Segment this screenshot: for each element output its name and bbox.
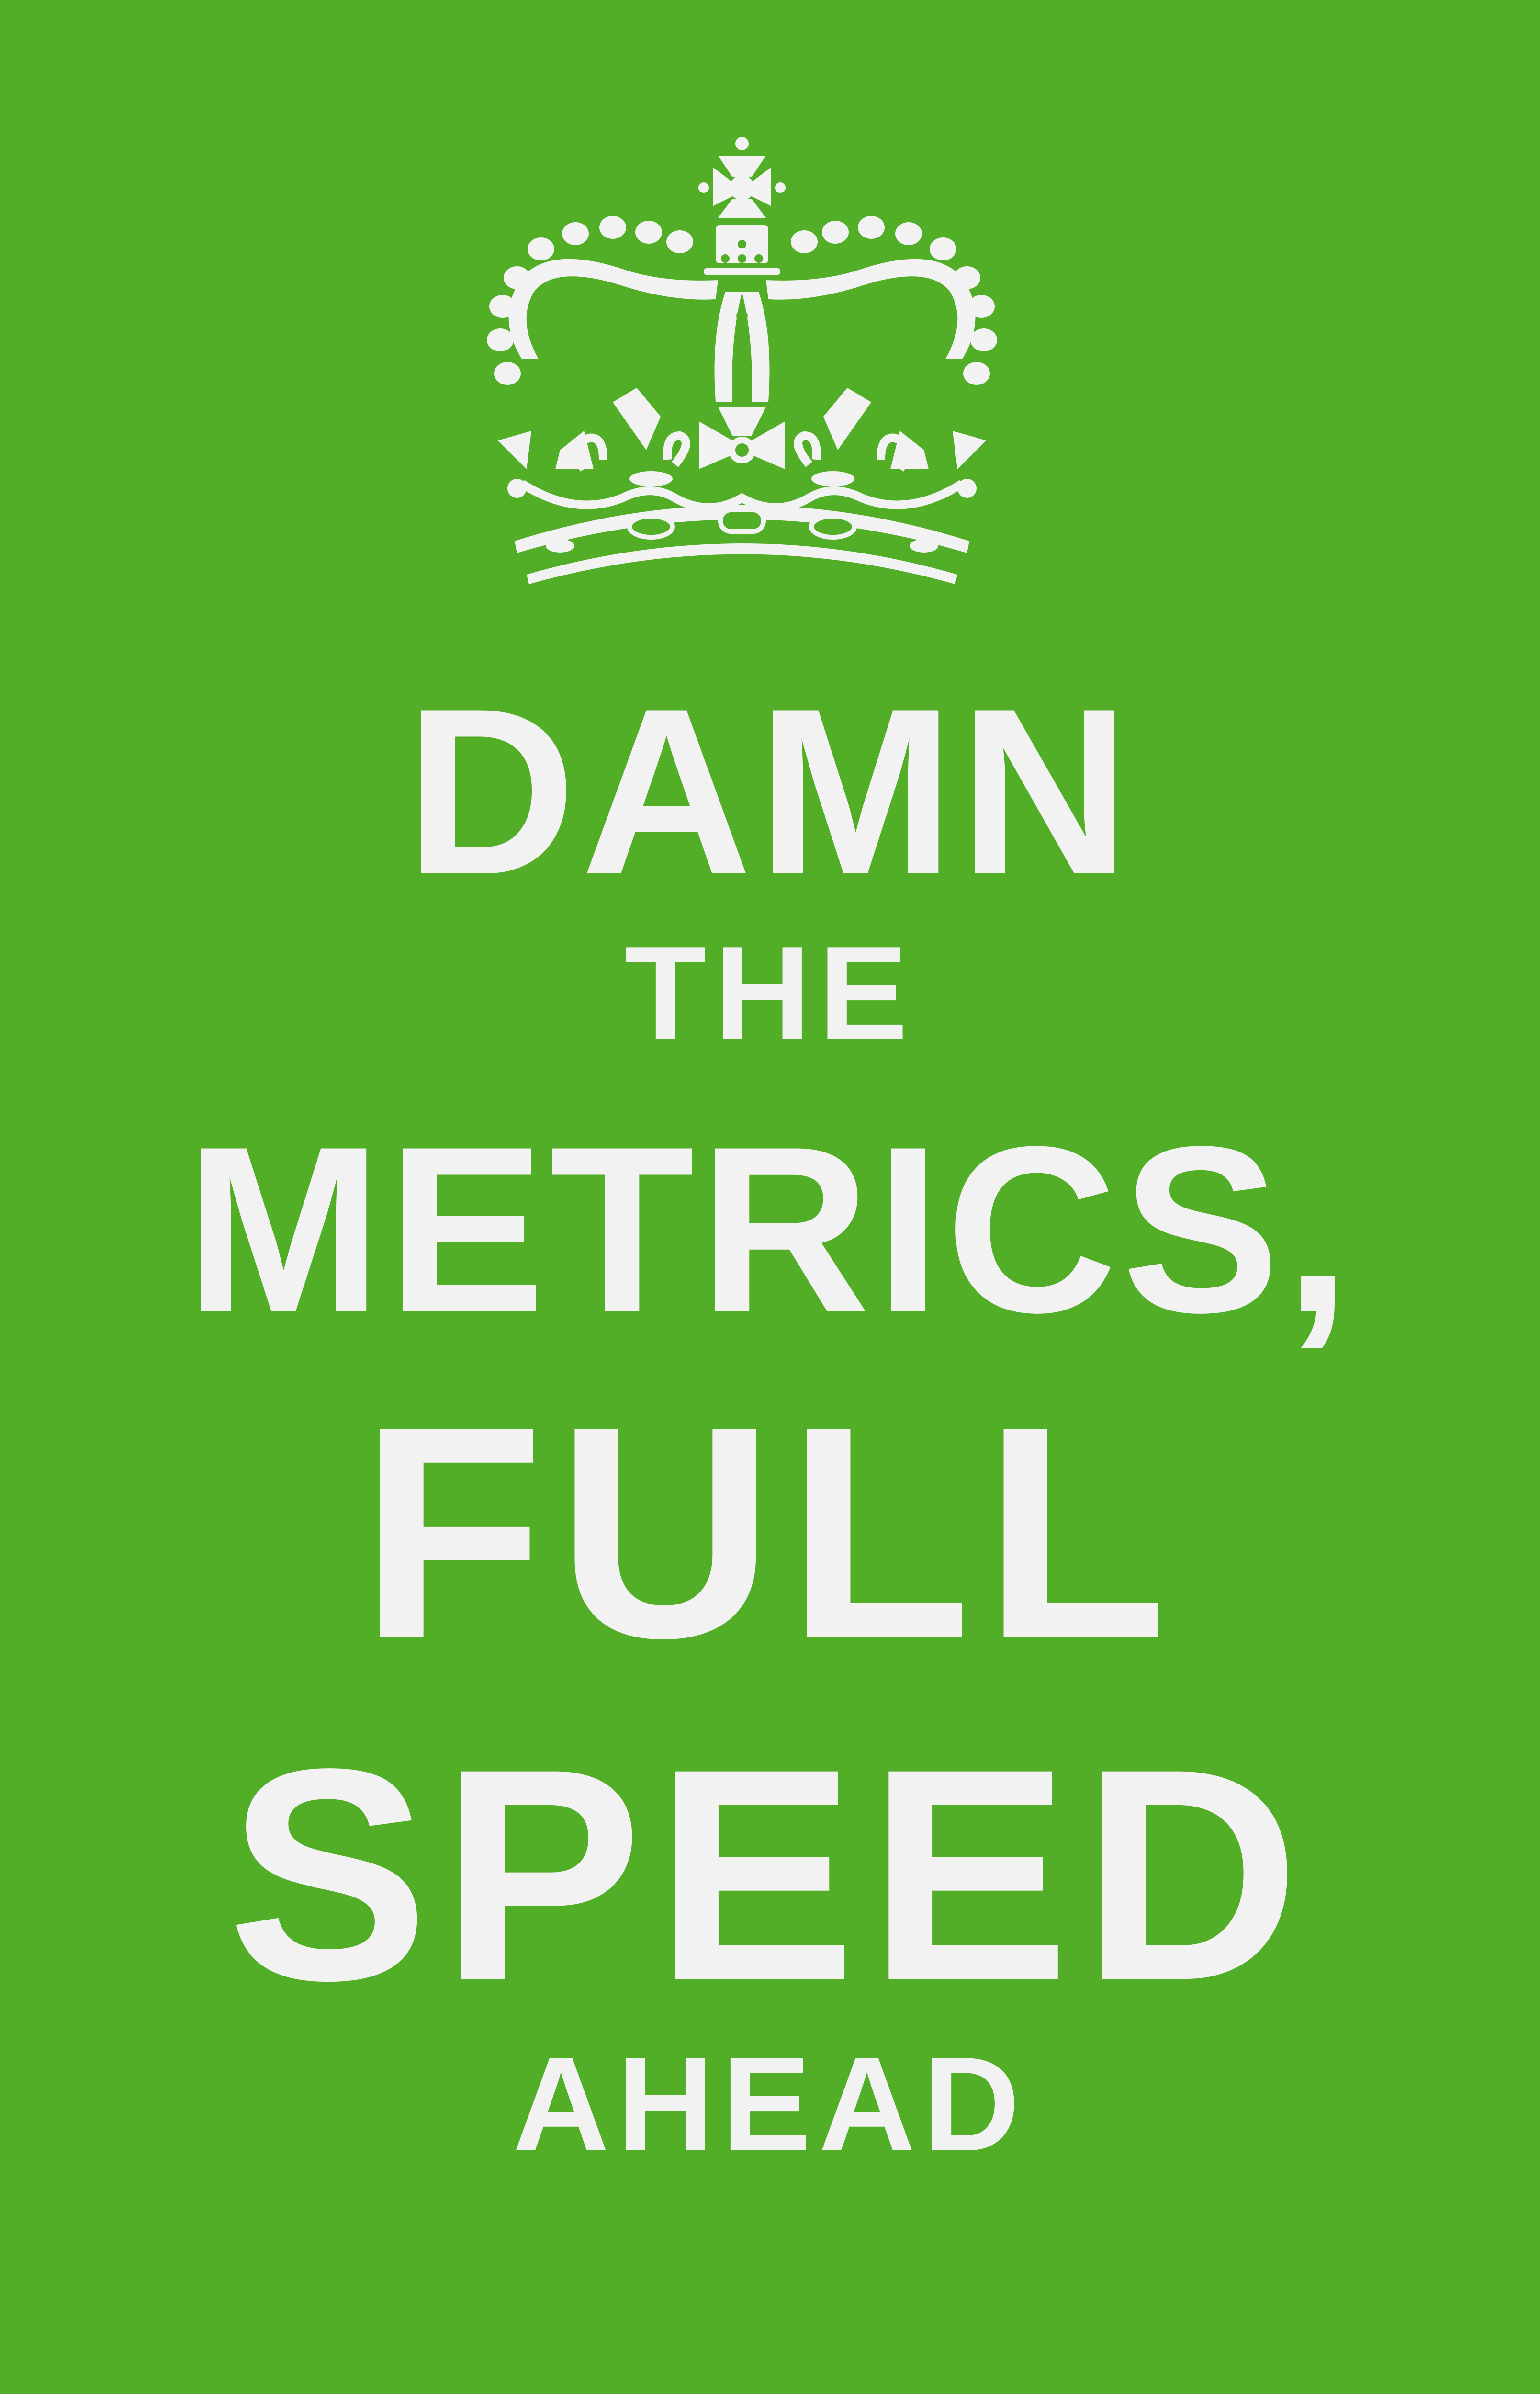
crown-icon: [487, 137, 997, 584]
headline-line-6: AHEAD: [512, 2030, 1028, 2179]
headline-line-2: THE: [624, 919, 916, 1068]
headline-line-3: METRICS,: [184, 1097, 1356, 1362]
headline-line-5: SPEED: [227, 1706, 1313, 2043]
headline-line-1: DAMN: [405, 659, 1135, 924]
headline-line-4: FULL: [360, 1364, 1180, 1701]
